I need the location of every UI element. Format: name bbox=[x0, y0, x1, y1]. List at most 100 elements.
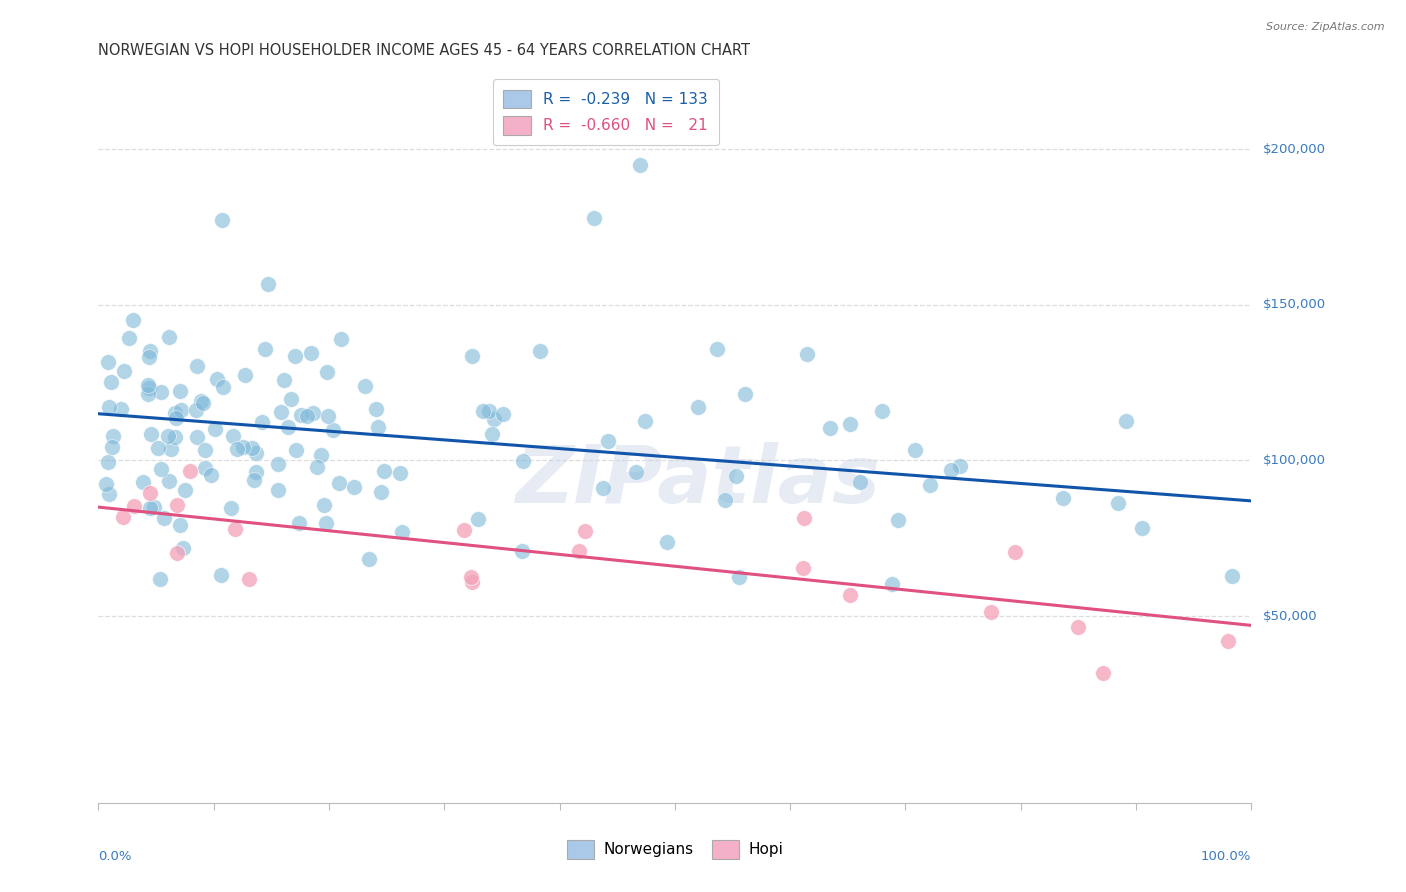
Point bbox=[290, 408, 312, 422]
Point bbox=[211, 380, 233, 394]
Point bbox=[482, 412, 505, 426]
Point bbox=[169, 384, 191, 399]
Point bbox=[295, 409, 318, 423]
Point bbox=[138, 386, 160, 401]
Point bbox=[97, 455, 120, 469]
Point bbox=[257, 277, 280, 291]
Point bbox=[204, 422, 226, 436]
Point bbox=[165, 406, 187, 420]
Point bbox=[225, 442, 247, 456]
Point bbox=[285, 442, 308, 457]
Point bbox=[1115, 413, 1137, 427]
Point bbox=[243, 474, 266, 488]
Point bbox=[354, 378, 377, 392]
Point bbox=[200, 468, 222, 483]
Point bbox=[284, 349, 307, 363]
Text: Source: ZipAtlas.com: Source: ZipAtlas.com bbox=[1267, 22, 1385, 32]
Point bbox=[138, 350, 160, 364]
Point bbox=[478, 404, 501, 418]
Point bbox=[149, 572, 172, 586]
Point bbox=[112, 364, 135, 378]
Point bbox=[165, 410, 187, 425]
Point bbox=[157, 330, 180, 344]
Point bbox=[139, 343, 162, 358]
Point bbox=[205, 372, 228, 386]
Point bbox=[838, 417, 860, 431]
Point bbox=[138, 485, 160, 500]
Point bbox=[166, 546, 188, 560]
Point bbox=[314, 498, 336, 512]
Point bbox=[238, 572, 260, 586]
Point bbox=[160, 442, 183, 456]
Point bbox=[166, 498, 188, 512]
Point bbox=[370, 484, 392, 499]
Point bbox=[583, 211, 606, 225]
Point bbox=[949, 459, 972, 474]
Point bbox=[596, 434, 619, 449]
Point bbox=[838, 588, 860, 602]
Point bbox=[316, 365, 339, 379]
Point bbox=[870, 403, 893, 417]
Point bbox=[184, 403, 207, 417]
Point bbox=[628, 158, 651, 172]
Point bbox=[657, 535, 679, 549]
Point bbox=[1220, 569, 1243, 583]
Point bbox=[302, 406, 325, 420]
Point bbox=[97, 355, 120, 369]
Point bbox=[94, 476, 117, 491]
Point bbox=[280, 392, 302, 406]
Point bbox=[366, 401, 388, 416]
Point bbox=[194, 442, 217, 457]
Point bbox=[169, 518, 191, 533]
Point bbox=[101, 429, 124, 443]
Point bbox=[153, 511, 176, 525]
Point bbox=[315, 516, 337, 530]
Point bbox=[316, 409, 339, 423]
Text: ZIPatlas: ZIPatlas bbox=[516, 442, 880, 520]
Point bbox=[918, 478, 941, 492]
Point bbox=[793, 511, 815, 525]
Point bbox=[267, 483, 290, 497]
Point bbox=[277, 419, 299, 434]
Point bbox=[165, 430, 187, 444]
Point bbox=[329, 332, 352, 346]
Text: $150,000: $150,000 bbox=[1263, 298, 1326, 311]
Point bbox=[492, 407, 515, 421]
Text: NORWEGIAN VS HOPI HOUSEHOLDER INCOME AGES 45 - 64 YEARS CORRELATION CHART: NORWEGIAN VS HOPI HOUSEHOLDER INCOME AGE… bbox=[98, 43, 751, 58]
Point bbox=[391, 525, 413, 540]
Point bbox=[373, 464, 395, 478]
Text: $50,000: $50,000 bbox=[1263, 609, 1317, 623]
Point bbox=[232, 441, 254, 455]
Point bbox=[980, 605, 1002, 619]
Point bbox=[357, 552, 380, 566]
Point bbox=[389, 466, 412, 480]
Point bbox=[157, 474, 180, 488]
Point bbox=[574, 524, 596, 538]
Point bbox=[714, 492, 737, 507]
Point bbox=[299, 345, 322, 359]
Point bbox=[266, 457, 288, 471]
Point bbox=[194, 460, 217, 475]
Point bbox=[245, 465, 267, 479]
Point bbox=[818, 421, 841, 435]
Point bbox=[270, 405, 292, 419]
Point bbox=[343, 480, 366, 494]
Point bbox=[211, 213, 233, 227]
Point bbox=[97, 486, 120, 500]
Point bbox=[121, 313, 143, 327]
Point bbox=[100, 440, 122, 454]
Point bbox=[848, 475, 870, 489]
Point bbox=[132, 475, 155, 489]
Point bbox=[179, 464, 201, 478]
Point bbox=[254, 342, 277, 356]
Point bbox=[221, 501, 243, 516]
Point bbox=[1218, 633, 1240, 648]
Point bbox=[512, 454, 534, 468]
Point bbox=[209, 568, 232, 582]
Point bbox=[233, 368, 256, 382]
Point bbox=[122, 500, 145, 514]
Text: $200,000: $200,000 bbox=[1263, 143, 1326, 156]
Point bbox=[792, 561, 814, 575]
Point bbox=[169, 403, 191, 417]
Point bbox=[453, 523, 475, 537]
